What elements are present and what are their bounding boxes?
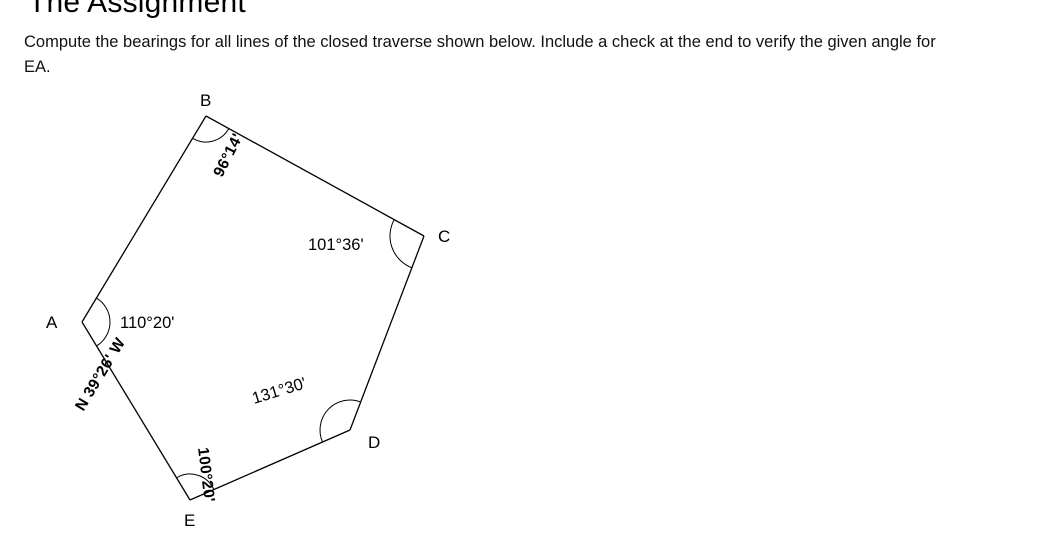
vertex-label-B: B xyxy=(200,91,211,110)
edge-CD xyxy=(350,236,424,430)
vertex-label-D: D xyxy=(368,433,380,452)
page-title: The Assignment xyxy=(28,0,246,20)
angle-label-D: 131°30' xyxy=(250,374,308,407)
edge-BC xyxy=(206,116,424,236)
traverse-figure: 110°20'96°14'101°36'131°30'100°20'ABCDEN… xyxy=(30,100,460,540)
angle-label-E: 100°20' xyxy=(194,446,218,503)
angle-arc-A xyxy=(96,298,110,346)
angle-arc-B xyxy=(193,129,229,142)
angle-label-A: 110°20' xyxy=(120,314,174,332)
vertex-label-A: A xyxy=(46,313,58,332)
instruction-text: Compute the bearings for all lines of th… xyxy=(24,30,962,80)
angle-label-B: 96°14' xyxy=(210,131,246,180)
edge-EA xyxy=(82,322,190,500)
bearing-E-A: N 39°26' W xyxy=(72,335,129,414)
angle-arc-D xyxy=(320,400,361,442)
angle-label-C: 101°36' xyxy=(308,236,364,254)
vertex-label-C: C xyxy=(438,227,450,246)
edge-AB xyxy=(82,116,206,322)
vertex-label-E: E xyxy=(184,511,195,530)
traverse-svg: 110°20'96°14'101°36'131°30'100°20'ABCDEN… xyxy=(30,100,460,540)
